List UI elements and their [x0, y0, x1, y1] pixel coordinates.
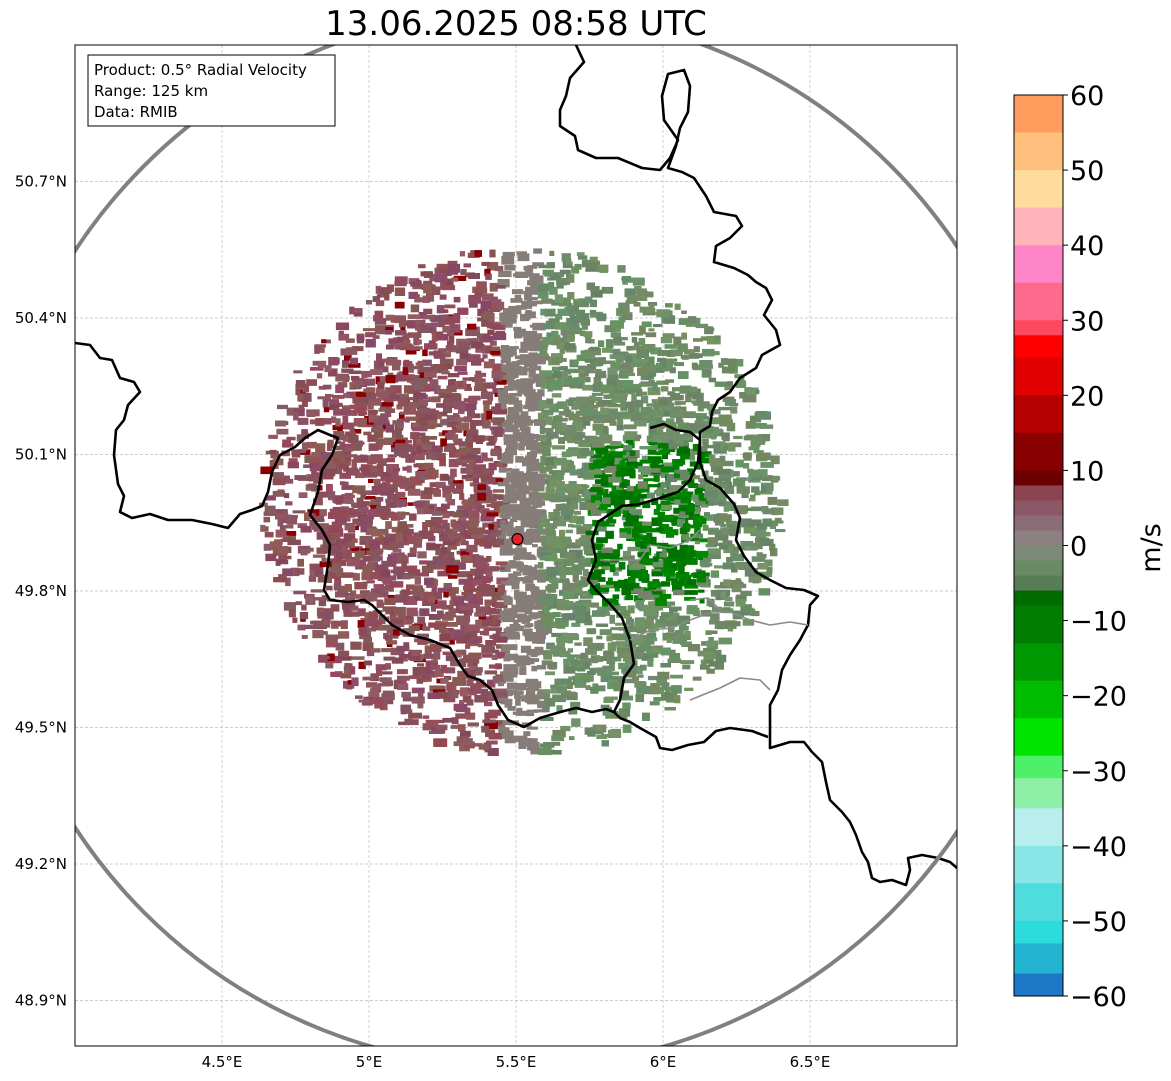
colorbar-band-0 [1014, 95, 1063, 134]
colorbar-tick-label: −60 [1070, 982, 1127, 1013]
colorbar-tick-label: −30 [1070, 757, 1127, 788]
colorbar-tick-label: 30 [1070, 306, 1104, 337]
admin-border [600, 529, 809, 701]
x-tick-label: 6.5°E [790, 1053, 831, 1071]
colorbar-band-4 [1014, 245, 1063, 284]
map-title: 13.06.2025 08:58 UTC [325, 4, 707, 44]
colorbar-tick-label: −40 [1070, 832, 1127, 863]
colorbar-ticks: 60 50 40 30 20 10 0 −10 −20 −30 −40 −50 −60 [1063, 81, 1127, 1013]
colorbar: 60 50 40 30 20 10 0 −10 −20 −30 −40 −50 −60 m/s [1013, 81, 1167, 1013]
colorbar-band-14 [1014, 515, 1063, 531]
colorbar-tick-label: 0 [1070, 532, 1087, 563]
colorbar-band-13 [1014, 500, 1063, 516]
colorbar-band-24 [1014, 755, 1063, 779]
colorbar-tick-label: −50 [1070, 907, 1127, 938]
colorbar-band-26 [1014, 808, 1063, 847]
colorbar-band-29 [1014, 920, 1063, 944]
colorbar-tick-label: 10 [1070, 456, 1104, 487]
colorbar-band-3 [1014, 207, 1063, 246]
colorbar-band-6 [1014, 320, 1063, 336]
y-tick-label: 49.2°N [15, 855, 67, 873]
luxembourg-border [586, 422, 702, 713]
y-tick-label: 49.8°N [15, 582, 67, 600]
colorbar-band-12 [1014, 485, 1063, 501]
colorbar-band-21 [1014, 643, 1063, 682]
y-tick-label: 50.7°N [15, 173, 67, 191]
colorbar-band-8 [1014, 357, 1063, 396]
colorbar-band-10 [1014, 432, 1063, 471]
velocity-echo [259, 248, 789, 756]
y-axis-ticks: 48.9°N 49.2°N 49.5°N 49.8°N 50.1°N 50.4°N 50.7… [15, 173, 67, 1010]
colorbar-band-9 [1014, 395, 1063, 434]
colorbar-band-2 [1014, 170, 1063, 209]
colorbar-tick-label: 20 [1070, 381, 1104, 412]
colorbar-band-16 [1014, 545, 1063, 562]
x-tick-label: 4.5°E [202, 1053, 243, 1071]
colorbar-band-25 [1014, 778, 1063, 809]
colorbar-tick-label: 40 [1070, 231, 1104, 262]
info-product: Product: 0.5° Radial Velocity [94, 61, 307, 79]
international-border-east [558, 45, 957, 887]
y-tick-label: 48.9°N [15, 992, 67, 1010]
info-box: Product: 0.5° Radial Velocity Range: 125… [87, 54, 336, 127]
y-tick-label: 49.5°N [15, 719, 67, 737]
colorbar-band-11 [1014, 470, 1063, 486]
colorbar-tick-label: 60 [1070, 81, 1104, 112]
x-axis-ticks: 4.5°E 5°E 5.5°E 6°E 6.5°E [202, 1053, 831, 1071]
colorbar-band-7 [1014, 335, 1063, 359]
colorbar-tick-label: 50 [1070, 156, 1104, 187]
map-frame [74, 44, 958, 1047]
map-panel[interactable] [0, 11, 1045, 1067]
radar-site-marker[interactable] [511, 533, 524, 546]
colorbar-tick-label: −20 [1070, 682, 1127, 713]
colorbar-band-1 [1014, 132, 1063, 171]
colorbar-tick-label: −10 [1070, 607, 1127, 638]
colorbar-band-5 [1014, 282, 1063, 321]
colorbar-band-18 [1014, 575, 1063, 592]
international-border-north [75, 341, 769, 752]
colorbar-band-30 [1014, 943, 1063, 974]
colorbar-band-19 [1014, 590, 1063, 607]
info-data-source: Data: RMIB [94, 103, 178, 121]
x-tick-label: 5°E [356, 1053, 383, 1071]
colorbar-band-15 [1014, 530, 1063, 546]
colorbar-band-23 [1014, 718, 1063, 757]
info-range: Range: 125 km [94, 82, 208, 100]
colorbar-bands [1014, 95, 1063, 997]
x-tick-label: 5.5°E [496, 1053, 537, 1071]
colorbar-band-28 [1014, 883, 1063, 922]
colorbar-band-17 [1014, 560, 1063, 577]
colorbar-band-22 [1014, 680, 1063, 719]
y-tick-label: 50.1°N [15, 446, 67, 464]
borders [75, 45, 957, 887]
colorbar-band-31 [1014, 973, 1063, 997]
y-tick-label: 50.4°N [15, 309, 67, 327]
colorbar-band-27 [1014, 845, 1063, 884]
x-tick-label: 6°E [650, 1053, 677, 1071]
colorbar-band-20 [1014, 605, 1063, 644]
colorbar-unit: m/s [1136, 523, 1167, 572]
